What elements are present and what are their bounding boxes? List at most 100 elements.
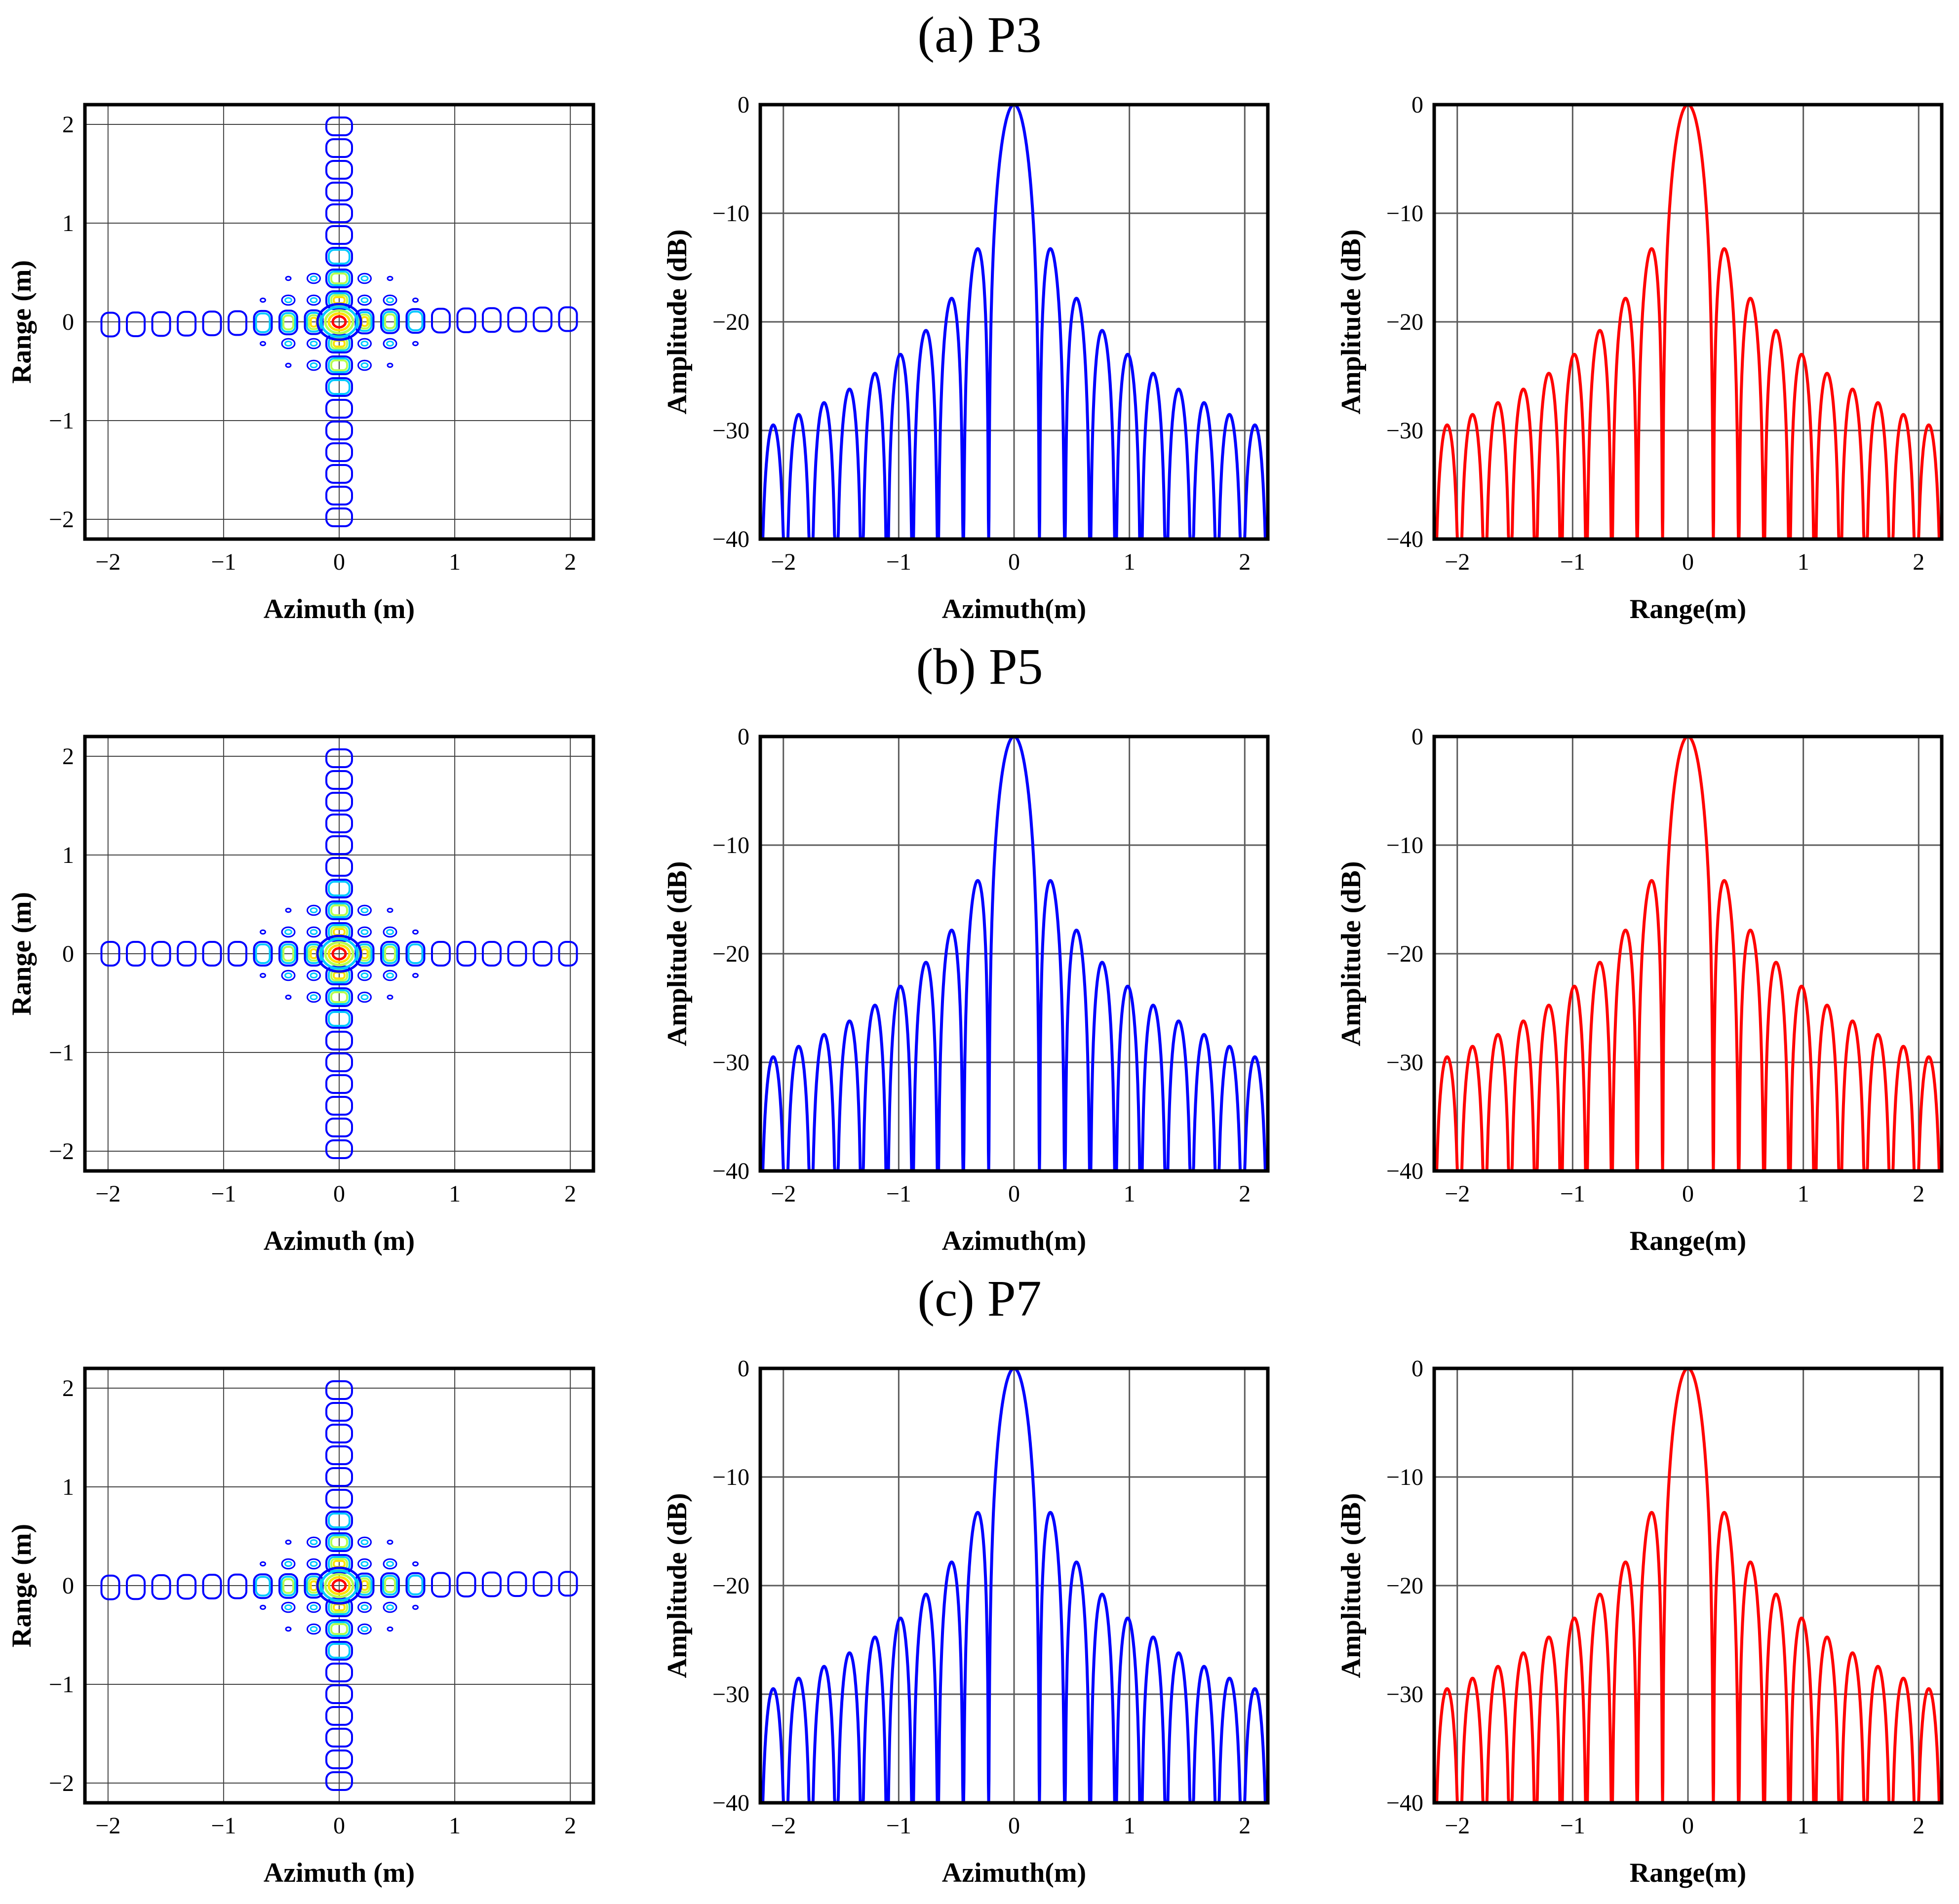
contour-lobe — [325, 1031, 353, 1050]
contour-lobe — [330, 991, 348, 1003]
contour-lobe — [328, 249, 351, 265]
contour-lobe — [282, 946, 294, 962]
contour-lobe — [387, 275, 393, 281]
contour-lobe — [281, 294, 296, 306]
contour-lobe — [281, 1558, 296, 1570]
x-tick-label: 1 — [1798, 1181, 1809, 1207]
contour-mainlobe — [316, 303, 362, 341]
x-tick-label: 1 — [1798, 549, 1809, 575]
contour-lobe — [260, 929, 266, 935]
contour-lobe — [325, 334, 353, 353]
y-tick-label: −2 — [49, 506, 74, 533]
contour-lobe — [386, 972, 394, 979]
contour-lobe — [284, 1604, 292, 1611]
y-tick-label: −10 — [712, 200, 749, 227]
contour-lobe — [325, 748, 353, 768]
contour-lobe — [328, 989, 351, 1005]
contour-lobe — [360, 994, 369, 1001]
contour-lobe — [482, 307, 502, 333]
contour-lobe — [533, 1571, 552, 1597]
contour-lobe — [285, 362, 292, 368]
contour-lobe — [325, 1619, 353, 1639]
contour-plot: −2 −1 0 1 2 −2 −1 0 1 2 Azimuth (m) Range (m) — [6, 103, 595, 624]
contour-lobe — [382, 311, 398, 332]
x-tick-label: −1 — [211, 1181, 236, 1207]
contour-lobe — [310, 362, 318, 369]
row-title: (b) P5 — [916, 638, 1043, 695]
x-tick-label: −1 — [886, 549, 911, 575]
contour-lobe — [328, 271, 351, 286]
contour-lobe — [533, 307, 552, 333]
contour-lobe — [330, 1536, 348, 1548]
contour-lobe — [284, 972, 292, 979]
contour-lobe — [328, 902, 351, 918]
contour-lobe — [260, 341, 266, 347]
x-tick-label: 1 — [1124, 1181, 1136, 1207]
y-axis-label: Range (m) — [6, 1524, 37, 1647]
contour-lobe — [325, 1074, 353, 1094]
contour-lobe — [482, 1571, 502, 1597]
y-tick-label: 2 — [62, 112, 74, 138]
x-tick-label: 2 — [1913, 1181, 1924, 1207]
y-tick-label: −30 — [712, 1049, 749, 1076]
x-tick-label: −2 — [771, 1813, 796, 1839]
contour-lobe — [386, 340, 394, 347]
contour-lobe — [330, 359, 348, 371]
contour-lobe — [325, 1728, 353, 1748]
y-tick-label: 0 — [738, 1356, 749, 1382]
contour-lobe — [384, 1577, 396, 1593]
y-axis-label: Amplitude (dB) — [1336, 1493, 1367, 1678]
plot-frame — [1432, 1366, 1944, 1805]
y-tick-label: −40 — [1386, 526, 1423, 552]
contour-lobe — [202, 311, 222, 337]
contour-lobe — [151, 311, 171, 337]
contour-lobe — [357, 294, 372, 306]
x-tick-label: 0 — [1008, 1181, 1020, 1207]
contour-lobe — [407, 311, 424, 332]
contour-lobe — [330, 272, 348, 284]
contour-lobe — [328, 1643, 351, 1659]
x-tick-label: −1 — [1560, 549, 1585, 575]
contour-lobe — [278, 941, 298, 967]
y-tick-label: −10 — [1386, 832, 1423, 858]
contour-lobe — [278, 310, 298, 336]
contour-lobe — [281, 338, 296, 350]
contour-lobe — [255, 1576, 271, 1597]
y-axis-label: Range (m) — [6, 260, 37, 384]
contour-lobe — [284, 929, 292, 935]
contour-lobe — [325, 117, 353, 136]
contour-mainlobe — [327, 312, 351, 332]
contour-lobe — [507, 307, 527, 333]
contour-mainlobe — [324, 1573, 354, 1598]
contour-lobe — [407, 1574, 424, 1595]
contour-lobe — [431, 308, 451, 334]
x-tick-label: 1 — [1124, 549, 1136, 575]
x-tick-label: −2 — [95, 549, 120, 575]
y-tick-label: −40 — [1386, 1158, 1423, 1184]
x-tick-label: 2 — [1239, 549, 1251, 575]
contour-lobe — [281, 1601, 296, 1613]
contour-lobe — [325, 247, 353, 267]
contour-lobe — [255, 943, 271, 964]
contour-lobe — [325, 770, 353, 790]
contour-lobe — [228, 1573, 247, 1599]
contour-lobe — [177, 311, 196, 337]
x-tick-label: 2 — [1913, 549, 1924, 575]
contour-lobe — [360, 340, 369, 347]
contour-lobe — [325, 1663, 353, 1682]
contour-lobe — [325, 1706, 353, 1726]
y-axis-label: Amplitude (dB) — [662, 1493, 693, 1678]
contour-lobe — [360, 297, 369, 304]
contour-lobe — [310, 907, 318, 914]
contour-lobe — [325, 507, 353, 527]
contour-lobe — [330, 904, 348, 916]
contour-lobe — [255, 312, 271, 333]
contour-lobe — [325, 922, 353, 942]
contour-lobe — [325, 1402, 353, 1422]
contour-lobe — [533, 941, 552, 967]
contour-mainlobe — [316, 934, 362, 973]
contour-lobe — [285, 1626, 292, 1632]
x-axis-label: Azimuth(m) — [942, 594, 1086, 624]
contour-lobe — [325, 987, 353, 1007]
x-tick-label: −2 — [1445, 1181, 1470, 1207]
